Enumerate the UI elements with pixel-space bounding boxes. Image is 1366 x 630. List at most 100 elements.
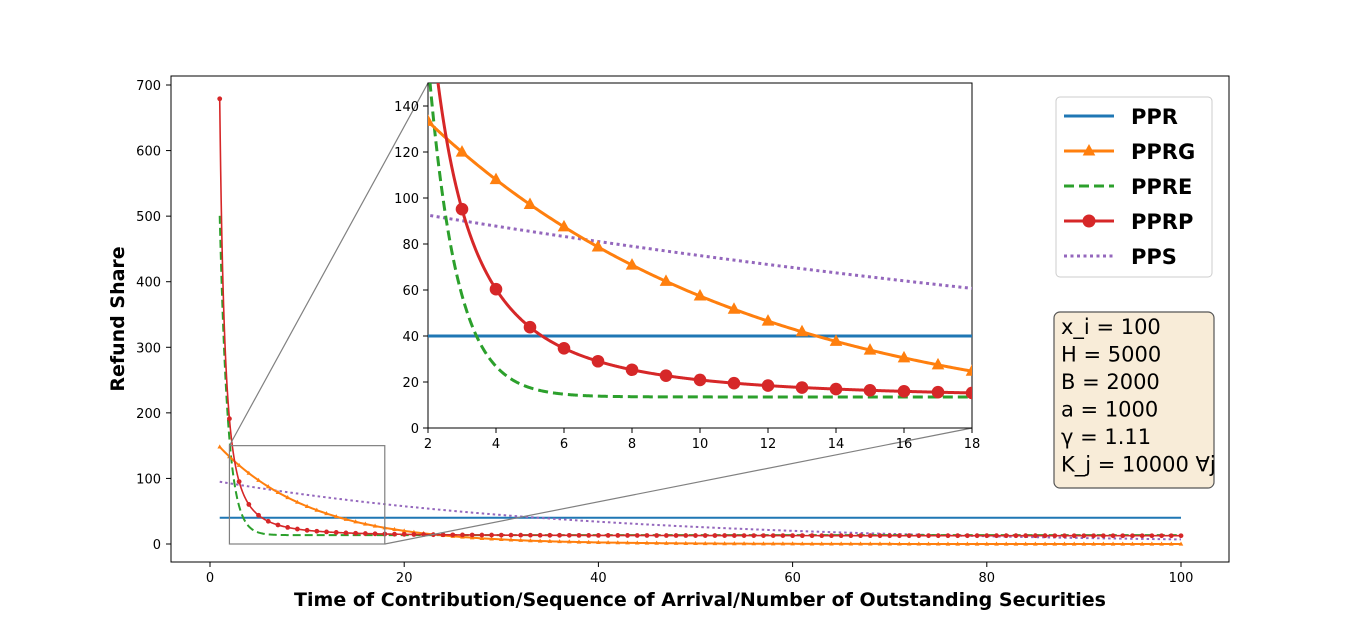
pprp-point <box>838 533 844 539</box>
pprp-point <box>829 533 834 539</box>
inset-axis-ticks: 2 4 6 8 10 12 14 16 18 0 20 40 60 80 100 120 140 <box>394 100 980 452</box>
pprp-point <box>314 528 320 534</box>
parameter-line: K_j = 10000 ∀j <box>1061 453 1216 478</box>
pprg-point <box>566 539 572 544</box>
pprp-point <box>683 533 689 538</box>
inset-pprg-point <box>761 314 775 326</box>
pprp-point <box>1130 533 1135 539</box>
pprg-point <box>518 537 524 542</box>
parameter-box: x_i = 100 H = 5000 B = 2000 a = 1000 γ = 1.1… <box>1053 311 1216 489</box>
pprp-point <box>964 533 970 539</box>
pprg-point <box>363 521 368 526</box>
pprp-point <box>1159 533 1164 539</box>
pprg-point <box>838 541 844 546</box>
pprg-point <box>664 540 669 545</box>
pprp-point <box>1042 533 1048 539</box>
pprp-point <box>372 531 378 537</box>
inset-pprg-point <box>693 289 707 301</box>
pprg-point <box>1139 541 1145 546</box>
pprp-point <box>528 532 533 538</box>
legend-marker <box>1082 214 1096 228</box>
pprp-point <box>1081 533 1087 539</box>
pprp-point <box>809 533 815 539</box>
inset-pprp-point <box>625 363 639 377</box>
pprp-point <box>1071 533 1077 539</box>
inset-x-tick-label: 2 <box>424 437 432 452</box>
pprp-point <box>761 533 766 539</box>
inset-pprg-point <box>897 350 911 363</box>
legend-label: PPS <box>1131 245 1177 269</box>
pprg-point <box>683 540 689 545</box>
pprg-point <box>809 541 815 546</box>
zoom-indicator <box>228 82 973 545</box>
pprg-point <box>945 541 951 546</box>
pprp-point <box>858 533 863 539</box>
zoom-connector-top <box>228 82 429 446</box>
legend-label: PPRP <box>1131 210 1193 234</box>
pprg-point <box>1033 541 1038 546</box>
pprp-point <box>285 524 291 530</box>
pprg-point <box>829 541 834 546</box>
pprg-point <box>265 484 271 489</box>
pprg-point <box>712 541 718 546</box>
pprg-point <box>702 540 708 546</box>
pprg-point <box>547 538 553 543</box>
y-axis-title: Refund Share <box>107 246 129 391</box>
y-tick-label: 600 <box>136 145 161 160</box>
pprg-point <box>741 541 747 546</box>
x-tick-label: 40 <box>590 571 607 586</box>
pprg-point <box>1149 541 1155 546</box>
pprg-point <box>576 539 582 544</box>
pprg-point <box>984 541 990 546</box>
legend-entry-pprp: PPRP <box>1064 210 1193 234</box>
pprp-point <box>955 533 961 539</box>
pprg-point <box>1071 541 1077 546</box>
pprp-point <box>547 532 553 538</box>
pprg-point <box>906 541 912 546</box>
inset-pprg-point <box>931 357 945 370</box>
inset-x-tick-label: 6 <box>560 437 568 452</box>
pprg-point <box>1052 541 1058 546</box>
parameter-box-frame <box>1053 311 1215 489</box>
inset-pprp-point <box>761 379 775 392</box>
pprg-point <box>974 541 980 546</box>
pprp-point <box>935 533 941 539</box>
inset-plot-area <box>427 82 973 429</box>
pprp-point <box>392 531 397 537</box>
pprg-point <box>770 541 776 546</box>
x-tick-label: 0 <box>206 571 214 586</box>
inset-x-tick-label: 4 <box>492 437 500 452</box>
zoom-connector-bottom <box>384 427 973 545</box>
pprp-point <box>722 533 728 538</box>
pprg-point <box>353 519 358 524</box>
pprp-point <box>1100 533 1106 539</box>
inset-pprg-point <box>557 219 571 232</box>
pprp-point <box>294 526 300 532</box>
pprg-point <box>1168 541 1174 546</box>
pprp-point <box>945 533 951 539</box>
pprp-point <box>1062 533 1067 539</box>
inset-x-tick-label: 12 <box>760 437 777 452</box>
pprp-point <box>799 533 805 539</box>
pprp-point <box>1110 533 1116 539</box>
inset-pprp-point <box>863 384 877 397</box>
pprg-point <box>935 541 941 546</box>
pprp-point <box>867 533 873 539</box>
pprg-point <box>1081 541 1087 546</box>
parameter-line: a = 1000 <box>1061 398 1158 422</box>
pprg-point <box>528 538 533 543</box>
x-axis-title: Time of Contribution/Sequence of Arrival… <box>294 589 1106 611</box>
parameter-line: B = 2000 <box>1061 370 1160 394</box>
pprp-point <box>1149 533 1155 539</box>
pprg-point <box>916 541 922 546</box>
pprg-point <box>1101 541 1106 546</box>
inset-pprp-point <box>897 385 911 398</box>
inset-x-tick-label: 14 <box>828 437 845 452</box>
pprg-point <box>644 540 650 545</box>
pprp-point <box>663 533 669 538</box>
inset-pprg-point <box>489 172 503 185</box>
pprp-point <box>586 532 592 538</box>
inset-pprp-point <box>489 282 503 296</box>
pprg-point <box>887 541 892 546</box>
pprg-point <box>654 540 659 545</box>
